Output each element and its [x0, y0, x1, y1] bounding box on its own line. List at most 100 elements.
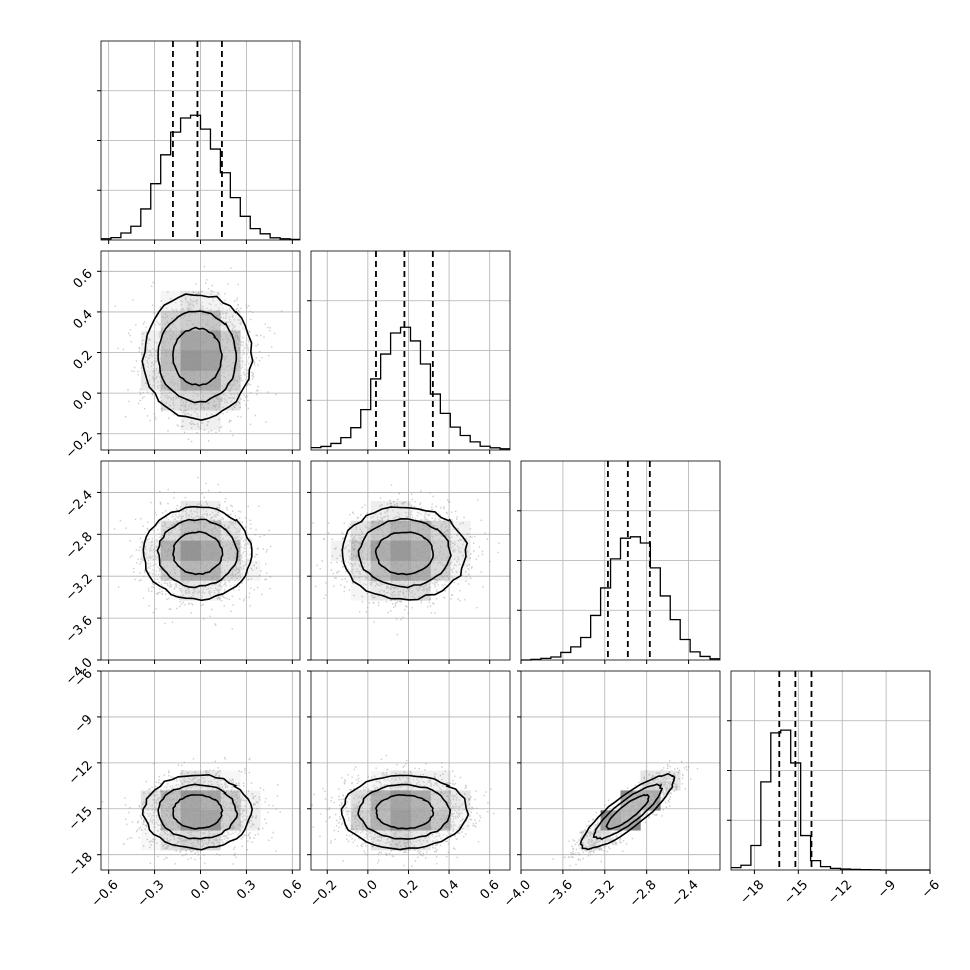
y-tick-label-1-1: 0.0: [71, 388, 96, 413]
hist-frame-3: [730, 670, 931, 871]
panel-frame-3-1: [310, 670, 511, 871]
density-cell-2-1-2-4: [350, 540, 371, 561]
y-tick-label-1-2: 0.2: [71, 348, 96, 373]
density-cell-1-0-4-3: [180, 310, 201, 331]
panel-frame-2-1: [310, 460, 511, 661]
y-tick-label-3-2: −12: [66, 758, 96, 788]
density-cell-3-2-3-8: [580, 830, 601, 851]
x-tick-label-3-3: −9: [875, 877, 899, 901]
y-tick-label-2-1: −3.6: [63, 613, 96, 646]
x-tick-label-0-2: 0.0: [188, 877, 213, 902]
hist-frame-2: [520, 460, 721, 661]
contour-1-0-1: [157, 310, 238, 404]
scatter-points-3-0: [101, 756, 281, 865]
x-tick-label-2-3: −2.8: [627, 877, 660, 910]
density-cell-2-1-5-4: [410, 540, 431, 561]
density-cell-1-0-4-4: [180, 330, 201, 351]
density-cell-3-0-4-8: [180, 830, 201, 851]
density-cell-2-1-1-4: [330, 540, 352, 561]
density-cell-2-0-4-2: [180, 500, 201, 521]
y-tick-label-2-2: −3.2: [63, 571, 96, 604]
density-cell-3-1-4-7: [390, 810, 411, 831]
contour-3-2-2: [579, 772, 676, 851]
x-tick-label-3-2: −12: [825, 877, 855, 907]
density-cell-1-0-5-4: [200, 330, 221, 351]
density-cell-3-0-5-7: [200, 810, 221, 831]
density-cell-3-1-5-7: [410, 810, 431, 831]
contour-3-1-0: [375, 794, 435, 830]
density-cell-1-0-3-3: [160, 310, 181, 331]
y-tick-label-1-3: 0.4: [71, 307, 96, 332]
x-tick-label-1-0: −0.2: [307, 877, 340, 910]
density-cell-2-1-3-5: [370, 560, 391, 581]
density-cell-1-0-4-5: [180, 350, 201, 371]
density-cell-1-0-3-4: [160, 330, 181, 351]
panel-content-2-1: [312, 484, 500, 636]
y-tick-label-1-4: 0.6: [71, 267, 96, 292]
density-cell-2-0-5-4: [200, 540, 221, 561]
density-cell-3-2-4-7: [600, 810, 621, 831]
density-cell-2-0-4-5: [180, 560, 201, 581]
density-cell-3-1-4-8: [390, 830, 411, 851]
x-tick-label-1-2: 0.2: [396, 877, 421, 902]
hist-frame-1: [310, 250, 511, 451]
density-cell-2-0-5-3: [200, 520, 221, 541]
contour-3-2-1: [592, 783, 664, 841]
density-cell-2-0-5-2: [200, 500, 221, 521]
density-cell-3-1-6-6: [430, 790, 451, 811]
contour-3-2-0: [605, 793, 650, 830]
panel-content-3-0: [101, 756, 281, 865]
density-cell-2-1-6-3: [430, 520, 451, 541]
contour-3-0-0: [172, 794, 224, 830]
density-cell-3-0-6-6: [220, 790, 241, 811]
density-cell-1-0-3-5: [160, 350, 181, 371]
density-cell-2-1-3-2: [370, 500, 391, 521]
scatter-points-3-2: [552, 760, 699, 867]
density-cell-2-1-5-3: [410, 520, 431, 541]
density-cell-3-1-5-6: [410, 790, 431, 811]
y-tick-label-2-3: −2.8: [63, 530, 96, 563]
density-cell-2-1-4-2: [390, 500, 411, 521]
density-cell-3-0-5-8: [200, 830, 221, 851]
density-cell-1-0-2-5: [140, 350, 161, 371]
density-cell-2-1-2-5: [350, 560, 371, 581]
density-cell-2-0-3-4: [160, 540, 181, 561]
x-tick-label-2-2: −3.2: [585, 877, 618, 910]
histogram-step-0: [101, 114, 300, 241]
histogram-step-3: [731, 729, 930, 871]
panel-frame-3-2: [520, 670, 721, 871]
histogram-step-1: [311, 326, 510, 450]
density-cell-1-0-6-4: [220, 330, 241, 351]
density-cell-2-0-2-4: [140, 540, 161, 561]
x-tick-label-0-3: 0.3: [234, 877, 259, 902]
density-cell-2-1-6-4: [430, 540, 451, 561]
density-cell-3-0-6-7: [220, 810, 241, 831]
contour-2-1-0: [374, 531, 435, 576]
density-cell-3-0-4-7: [180, 810, 201, 831]
x-tick-label-2-1: −3.6: [543, 877, 576, 910]
contour-2-0-1: [156, 518, 239, 589]
density-cell-1-0-3-7: [160, 390, 181, 411]
y-tick-label-1-0: −0.2: [63, 429, 96, 462]
density-cell-2-1-4-4: [390, 540, 411, 561]
x-tick-label-1-1: 0.0: [356, 877, 381, 902]
histogram-step-2: [521, 536, 720, 661]
density-cell-2-0-6-3: [220, 520, 241, 541]
density-cell-3-1-6-5: [430, 770, 451, 791]
y-tick-label-3-1: −15: [66, 804, 96, 834]
density-cell-2-1-4-5: [390, 560, 411, 581]
density-cell-2-1-7-3: [450, 520, 471, 541]
x-tick-label-0-0: −0.6: [89, 877, 122, 910]
density-cell-2-0-4-4: [180, 540, 201, 561]
density-cell-2-0-3-5: [160, 560, 181, 581]
density-cell-1-0-5-3: [200, 310, 221, 331]
x-tick-label-1-3: 0.4: [437, 877, 462, 902]
contour-2-1-1: [357, 517, 452, 589]
scatter-points-2-0: [113, 476, 272, 630]
x-tick-label-3-4: −6: [919, 877, 943, 901]
density-cell-1-0-6-7: [220, 390, 241, 411]
density-cell-3-1-6-7: [430, 810, 451, 831]
panel-content-3-2: [552, 760, 699, 867]
density-cell-3-0-3-7: [160, 810, 181, 831]
